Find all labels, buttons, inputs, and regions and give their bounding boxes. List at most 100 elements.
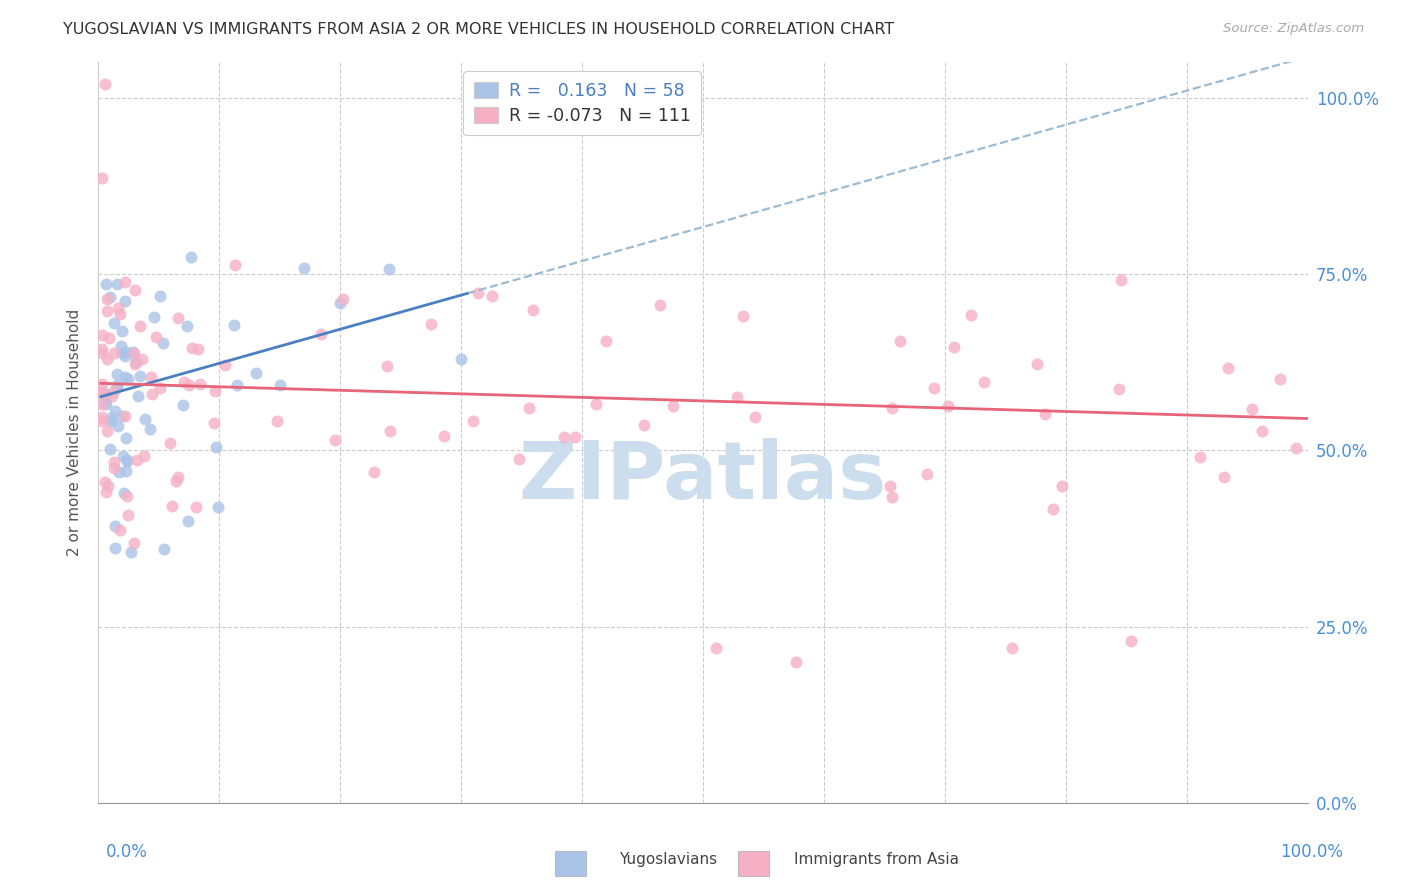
Point bbox=[117, 372, 139, 386]
Point bbox=[205, 441, 228, 455]
Point bbox=[111, 345, 134, 359]
Point bbox=[481, 289, 503, 303]
Point bbox=[1026, 358, 1049, 372]
Point bbox=[188, 376, 211, 391]
Point bbox=[96, 424, 118, 438]
Point bbox=[1033, 408, 1056, 422]
Text: YUGOSLAVIAN VS IMMIGRANTS FROM ASIA 2 OR MORE VEHICLES IN HOUSEHOLD CORRELATION : YUGOSLAVIAN VS IMMIGRANTS FROM ASIA 2 OR… bbox=[63, 22, 894, 37]
Point bbox=[141, 386, 163, 401]
Text: Immigrants from Asia: Immigrants from Asia bbox=[794, 852, 959, 867]
Point bbox=[269, 377, 291, 392]
Point bbox=[91, 327, 114, 342]
Point bbox=[103, 345, 125, 359]
Point bbox=[105, 380, 128, 394]
Point bbox=[1111, 273, 1133, 287]
Point bbox=[658, 77, 681, 91]
Point bbox=[91, 342, 114, 356]
Point bbox=[467, 285, 489, 300]
Point bbox=[1285, 441, 1308, 455]
Point bbox=[91, 409, 114, 424]
Point bbox=[114, 293, 136, 308]
Point bbox=[94, 475, 117, 489]
Point bbox=[115, 452, 138, 467]
Point bbox=[960, 308, 983, 322]
Point bbox=[292, 260, 315, 275]
Point bbox=[103, 455, 125, 469]
Point bbox=[943, 340, 966, 354]
Point bbox=[108, 307, 131, 321]
Point bbox=[419, 317, 441, 331]
Point bbox=[187, 343, 209, 357]
Point bbox=[104, 541, 127, 556]
Point bbox=[662, 399, 685, 413]
Point bbox=[100, 410, 122, 425]
Point bbox=[127, 389, 149, 403]
Text: 100.0%: 100.0% bbox=[1279, 843, 1343, 861]
Point bbox=[128, 319, 150, 334]
Point bbox=[704, 640, 727, 655]
Point bbox=[124, 284, 146, 298]
Point bbox=[585, 397, 607, 411]
Point bbox=[96, 351, 118, 366]
Point bbox=[114, 370, 136, 384]
Point bbox=[139, 422, 162, 436]
Point bbox=[141, 370, 163, 384]
Point bbox=[125, 355, 148, 369]
Point bbox=[176, 514, 198, 528]
Point bbox=[114, 409, 136, 423]
Point bbox=[633, 418, 655, 433]
Point bbox=[167, 311, 190, 326]
Point bbox=[93, 77, 115, 91]
Point bbox=[122, 536, 145, 550]
Point bbox=[648, 298, 671, 312]
Point bbox=[224, 318, 246, 332]
Point bbox=[159, 435, 181, 450]
Point bbox=[104, 404, 127, 418]
Point bbox=[595, 334, 617, 348]
Point bbox=[245, 366, 267, 380]
Point bbox=[180, 250, 202, 264]
Point bbox=[309, 327, 332, 342]
Point bbox=[114, 275, 136, 289]
Point bbox=[332, 292, 354, 306]
Point bbox=[1119, 633, 1142, 648]
Point bbox=[110, 409, 132, 424]
Point bbox=[173, 375, 195, 389]
Point bbox=[115, 489, 138, 503]
Point bbox=[108, 523, 131, 537]
Point bbox=[98, 442, 121, 456]
Point bbox=[94, 397, 117, 411]
Point bbox=[153, 541, 176, 556]
Point bbox=[120, 545, 142, 559]
Point bbox=[103, 519, 125, 533]
Point bbox=[461, 414, 484, 428]
Text: Source: ZipAtlas.com: Source: ZipAtlas.com bbox=[1223, 22, 1364, 36]
Point bbox=[105, 367, 128, 381]
Point bbox=[160, 500, 183, 514]
Point bbox=[214, 358, 236, 372]
Point bbox=[103, 316, 125, 330]
Point bbox=[117, 508, 139, 522]
Point bbox=[132, 449, 155, 463]
Point bbox=[176, 318, 198, 333]
Point bbox=[329, 296, 352, 310]
Point bbox=[1042, 502, 1064, 516]
Point bbox=[91, 376, 114, 391]
Point bbox=[224, 258, 246, 272]
Y-axis label: 2 or more Vehicles in Household: 2 or more Vehicles in Household bbox=[67, 309, 83, 557]
Point bbox=[184, 500, 207, 515]
Point bbox=[96, 292, 118, 306]
Point bbox=[108, 465, 131, 479]
Point bbox=[936, 399, 959, 413]
Point bbox=[101, 389, 124, 403]
Point bbox=[564, 430, 586, 444]
Point bbox=[96, 277, 118, 291]
Point bbox=[105, 378, 128, 392]
Point bbox=[889, 334, 911, 348]
Point bbox=[522, 302, 544, 317]
Point bbox=[91, 171, 114, 186]
Point bbox=[115, 344, 138, 359]
Point bbox=[204, 416, 226, 430]
Point bbox=[107, 418, 129, 433]
Point bbox=[785, 655, 807, 669]
